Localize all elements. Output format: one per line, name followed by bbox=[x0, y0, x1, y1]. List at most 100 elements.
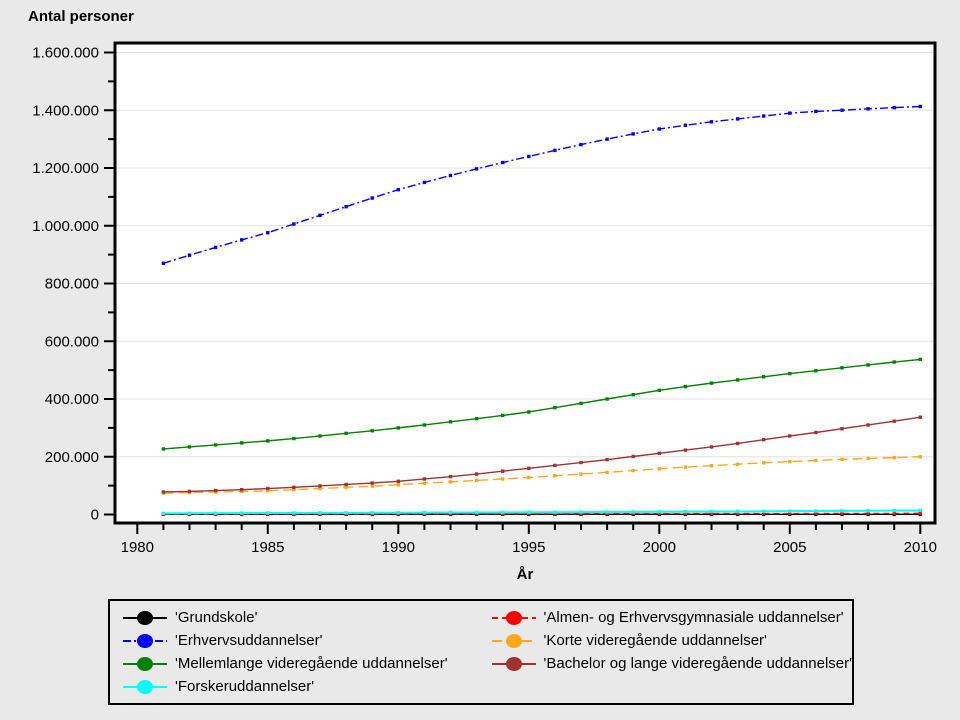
legend-column-1: 'Grundskole' 'Erhvervsuddannelser' 'Mellem… bbox=[122, 606, 491, 703]
data-point-forskeruddannelser bbox=[918, 508, 922, 513]
chart-title: Antal personer bbox=[28, 8, 134, 25]
data-point-forskeruddannelser bbox=[892, 508, 896, 513]
data-point-mellemlange-videregaende-uddannelser bbox=[605, 397, 609, 401]
data-point-korte-videregaende-uddannelser bbox=[292, 487, 296, 492]
data-point-erhvervsuddannelser bbox=[292, 222, 296, 226]
data-point-forskeruddannelser bbox=[266, 511, 270, 515]
data-point-mellemlange-videregaende-uddannelser bbox=[292, 436, 296, 441]
data-point-mellemlange-videregaende-uddannelser bbox=[814, 369, 818, 373]
series-line-bachelor-og-lange-videregaende-uddannelser bbox=[163, 416, 921, 493]
data-point-almen-og-erhvervsgymnasiale-uddannelser bbox=[735, 511, 740, 516]
svg-text:1.200.000: 1.200.000 bbox=[32, 160, 99, 177]
data-point-bachelor-og-lange-videregaende-uddannelser bbox=[292, 485, 296, 490]
data-point-erhvervsuddannelser bbox=[657, 127, 661, 131]
legend-marker-bachelor-og-lange-videregaende-uddannelser bbox=[491, 656, 536, 671]
data-point-korte-videregaende-uddannelser bbox=[631, 468, 635, 473]
data-point-erhvervsuddannelser bbox=[709, 120, 714, 124]
data-point-erhvervsuddannelser bbox=[605, 137, 609, 141]
data-point-mellemlange-videregaende-uddannelser bbox=[396, 426, 400, 430]
data-point-bachelor-og-lange-videregaende-uddannelser bbox=[422, 477, 427, 481]
data-point-erhvervsuddannelser bbox=[788, 111, 792, 115]
data-point-bachelor-og-lange-videregaende-uddannelser bbox=[240, 487, 244, 492]
data-point-mellemlange-videregaende-uddannelser bbox=[370, 429, 374, 433]
data-point-almen-og-erhvervsgymnasiale-uddannelser bbox=[788, 511, 792, 516]
svg-text:1.000.000: 1.000.000 bbox=[32, 218, 99, 235]
data-point-bachelor-og-lange-videregaende-uddannelser bbox=[266, 486, 270, 491]
data-point-erhvervsuddannelser bbox=[213, 245, 218, 250]
data-point-korte-videregaende-uddannelser bbox=[422, 481, 427, 486]
svg-text:0: 0 bbox=[91, 507, 99, 524]
data-point-almen-og-erhvervsgymnasiale-uddannelser bbox=[605, 512, 609, 516]
data-point-mellemlange-videregaende-uddannelser bbox=[631, 392, 635, 397]
data-point-forskeruddannelser bbox=[474, 510, 479, 515]
data-point-mellemlange-videregaende-uddannelser bbox=[762, 375, 766, 379]
data-point-korte-videregaende-uddannelser bbox=[396, 483, 400, 487]
data-point-mellemlange-videregaende-uddannelser bbox=[918, 357, 922, 362]
data-point-forskeruddannelser bbox=[240, 511, 244, 515]
data-point-mellemlange-videregaende-uddannelser bbox=[344, 431, 348, 436]
svg-text:1990: 1990 bbox=[382, 539, 415, 556]
data-point-erhvervsuddannelser bbox=[683, 123, 688, 127]
data-point-mellemlange-videregaende-uddannelser bbox=[527, 410, 531, 414]
legend-label-grundskole: 'Grundskole' bbox=[175, 609, 258, 626]
data-point-korte-videregaende-uddannelser bbox=[840, 457, 844, 462]
legend-item-mellemlange-videregaende-uddannelser: 'Mellemlange videregående uddannelser' bbox=[122, 652, 491, 675]
legend-marker-grundskole bbox=[123, 610, 167, 625]
data-point-bachelor-og-lange-videregaende-uddannelser bbox=[657, 451, 661, 455]
legend-label-almen-og-erhvervsgymnasiale-uddannelser: 'Almen- og Erhvervsgymnasiale uddannelse… bbox=[543, 609, 844, 626]
data-point-korte-videregaende-uddannelser bbox=[788, 459, 792, 464]
data-point-mellemlange-videregaende-uddannelser bbox=[657, 388, 661, 393]
data-point-forskeruddannelser bbox=[161, 511, 166, 516]
chart-legend: 'Grundskole' 'Erhvervsuddannelser' 'Mellem… bbox=[108, 599, 854, 705]
data-point-erhvervsuddannelser bbox=[631, 132, 635, 136]
legend-column-2: 'Almen- og Erhvervsgymnasiale uddannelse… bbox=[491, 606, 852, 703]
data-point-mellemlange-videregaende-uddannelser bbox=[709, 381, 714, 385]
svg-text:1985: 1985 bbox=[251, 539, 284, 556]
data-point-korte-videregaende-uddannelser bbox=[918, 455, 922, 459]
data-point-korte-videregaende-uddannelser bbox=[474, 478, 479, 483]
data-point-korte-videregaende-uddannelser bbox=[318, 486, 322, 491]
data-point-erhvervsuddannelser bbox=[344, 204, 348, 209]
data-point-erhvervsuddannelser bbox=[474, 167, 479, 171]
data-point-erhvervsuddannelser bbox=[318, 213, 322, 218]
data-point-mellemlange-videregaende-uddannelser bbox=[840, 366, 844, 370]
data-point-bachelor-og-lange-videregaende-uddannelser bbox=[187, 489, 192, 494]
data-point-mellemlange-videregaende-uddannelser bbox=[448, 420, 453, 424]
data-point-mellemlange-videregaende-uddannelser bbox=[474, 416, 479, 421]
legend-item-erhvervsuddannelser: 'Erhvervsuddannelser' bbox=[122, 629, 491, 652]
data-point-forskeruddannelser bbox=[422, 510, 427, 515]
data-point-erhvervsuddannelser bbox=[161, 261, 166, 265]
series-line-erhvervsuddannelser bbox=[163, 105, 921, 264]
data-point-bachelor-og-lange-videregaende-uddannelser bbox=[762, 438, 766, 442]
svg-text:800.000: 800.000 bbox=[45, 276, 99, 293]
data-point-erhvervsuddannelser bbox=[448, 173, 453, 178]
data-point-forskeruddannelser bbox=[631, 510, 635, 514]
data-point-bachelor-og-lange-videregaende-uddannelser bbox=[448, 474, 453, 479]
data-point-erhvervsuddannelser bbox=[866, 107, 870, 111]
data-point-forskeruddannelser bbox=[840, 509, 844, 513]
data-point-bachelor-og-lange-videregaende-uddannelser bbox=[735, 441, 740, 446]
data-point-forskeruddannelser bbox=[187, 511, 192, 515]
svg-text:200.000: 200.000 bbox=[45, 449, 99, 466]
data-point-mellemlange-videregaende-uddannelser bbox=[579, 401, 583, 406]
svg-text:2005: 2005 bbox=[773, 539, 806, 556]
data-point-erhvervsuddannelser bbox=[762, 114, 766, 118]
data-point-korte-videregaende-uddannelser bbox=[709, 464, 714, 468]
data-point-bachelor-og-lange-videregaende-uddannelser bbox=[344, 482, 348, 487]
data-point-korte-videregaende-uddannelser bbox=[527, 475, 531, 480]
data-point-bachelor-og-lange-videregaende-uddannelser bbox=[553, 463, 557, 468]
data-point-almen-og-erhvervsgymnasiale-uddannelser bbox=[762, 511, 766, 516]
data-point-almen-og-erhvervsgymnasiale-uddannelser bbox=[918, 511, 922, 516]
data-point-erhvervsuddannelser bbox=[579, 142, 583, 147]
data-point-bachelor-og-lange-videregaende-uddannelser bbox=[370, 481, 374, 485]
series-line-mellemlange-videregaende-uddannelser bbox=[163, 358, 921, 450]
data-point-bachelor-og-lange-videregaende-uddannelser bbox=[709, 445, 714, 449]
data-point-bachelor-og-lange-videregaende-uddannelser bbox=[840, 427, 844, 431]
data-point-mellemlange-videregaende-uddannelser bbox=[422, 423, 427, 427]
data-point-korte-videregaende-uddannelser bbox=[370, 484, 374, 488]
svg-text:2010: 2010 bbox=[904, 539, 937, 556]
data-point-mellemlange-videregaende-uddannelser bbox=[866, 363, 870, 367]
legend-label-forskeruddannelser: 'Forskeruddannelser' bbox=[175, 678, 315, 695]
data-point-forskeruddannelser bbox=[709, 509, 714, 514]
